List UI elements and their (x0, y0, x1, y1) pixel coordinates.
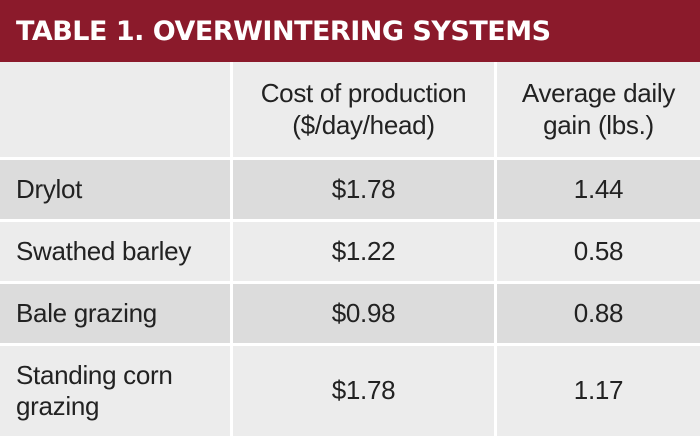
header-empty-cell (0, 62, 230, 157)
row-label-standing-corn-line1: Standing corn (16, 359, 173, 390)
header-cost-line2: ($/day/head) (292, 109, 435, 140)
row-cost-drylot: $1.78 (230, 157, 494, 219)
row-cost-standing-corn: $1.78 (230, 343, 494, 436)
row-label-drylot: Drylot (0, 157, 230, 219)
row-gain-swathed-barley: 0.58 (494, 219, 700, 281)
row-label-standing-corn: Standing corn grazing (0, 343, 230, 436)
row-gain-bale-grazing: 0.88 (494, 281, 700, 343)
header-gain: Average daily gain (lbs.) (494, 62, 700, 157)
header-cost: Cost of production ($/day/head) (230, 62, 494, 157)
row-label-bale-grazing: Bale grazing (0, 281, 230, 343)
row-label-swathed-barley: Swathed barley (0, 219, 230, 281)
row-gain-standing-corn: 1.17 (494, 343, 700, 436)
header-cost-line1: Cost of production (260, 78, 467, 109)
row-label-standing-corn-line2: grazing (16, 391, 100, 421)
table-title: TABLE 1. OVERWINTERING SYSTEMS (0, 0, 700, 62)
row-cost-swathed-barley: $1.22 (230, 219, 494, 281)
header-gain-line1: Average daily (521, 78, 676, 109)
header-gain-line2: gain (lbs.) (543, 109, 654, 140)
row-cost-bale-grazing: $0.98 (230, 281, 494, 343)
row-gain-drylot: 1.44 (494, 157, 700, 219)
table-grid: Cost of production ($/day/head) Average … (0, 62, 700, 436)
